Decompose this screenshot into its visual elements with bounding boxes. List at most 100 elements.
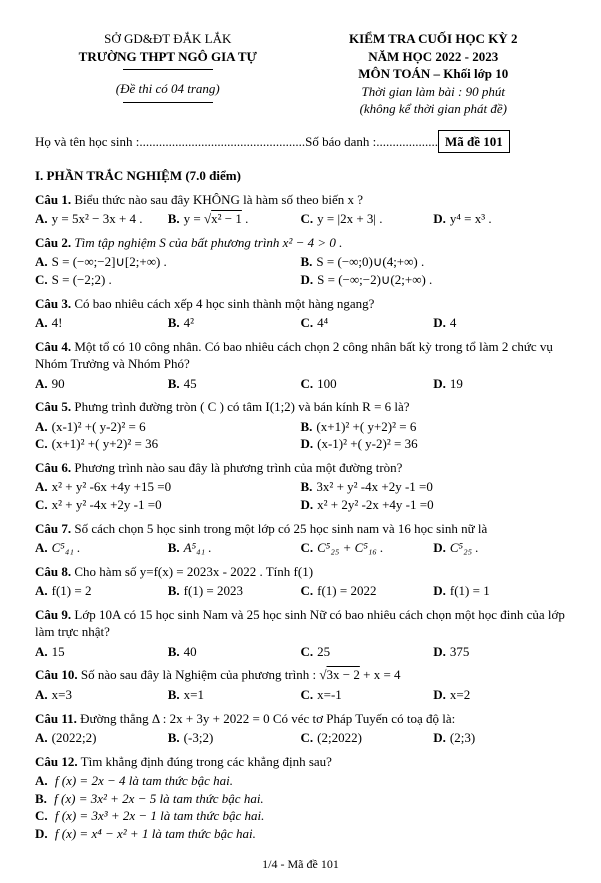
- q3-label: Câu 3.: [35, 296, 71, 311]
- q5-text: Phưng trình đường tròn ( C ) có tâm I(1;…: [74, 399, 409, 414]
- q12-D: f (x) = x⁴ − x² + 1 là tam thức bậc hai.: [55, 826, 256, 841]
- q4-label: Câu 4.: [35, 339, 71, 354]
- q7-B: A⁵₄₁ .: [184, 539, 212, 557]
- q2-B: S = (−∞;0)∪(4;+∞) .: [316, 253, 424, 271]
- q2-label: Câu 2.: [35, 235, 71, 250]
- section-title: I. PHẦN TRẮC NGHIỆM (7.0 điểm): [35, 167, 566, 185]
- q5-C: (x+1)² +( y+2)² = 36: [52, 435, 158, 453]
- q2-text: Tìm tập nghiệm S của bất phương trình x²…: [74, 235, 342, 250]
- question-4: Câu 4. Một tổ có 10 công nhân. Có bao nh…: [35, 338, 566, 393]
- q6-label: Câu 6.: [35, 460, 71, 475]
- q11-B: (-3;2): [184, 729, 214, 747]
- q12-C: f (x) = 3x³ + 2x − 1 là tam thức bậc hai…: [55, 808, 265, 823]
- q12-A: f (x) = 2x − 4 là tam thức bậc hai.: [55, 773, 233, 788]
- q1-label: Câu 1.: [35, 192, 71, 207]
- q11-D: (2;3): [450, 729, 475, 747]
- q10-text: Số nào sau đây là Nghiệm của phương trìn…: [81, 667, 401, 682]
- q5-label: Câu 5.: [35, 399, 71, 414]
- q4-C: 100: [317, 375, 337, 393]
- exam-subject: MÔN TOÁN – Khối lớp 10: [301, 65, 567, 83]
- q9-A: 15: [52, 643, 65, 661]
- q3-D: 4: [450, 314, 457, 332]
- q5-B: (x+1)² +( y+2)² = 6: [316, 418, 416, 436]
- question-5: Câu 5. Phưng trình đường tròn ( C ) có t…: [35, 398, 566, 453]
- q11-A: (2022;2): [52, 729, 97, 747]
- q5-A: (x-1)² +( y-2)² = 6: [52, 418, 146, 436]
- student-line: Họ và tên học sinh : ...................…: [35, 130, 566, 154]
- header-left: SỞ GD&ĐT ĐẮK LẮK TRƯỜNG THPT NGÔ GIA TỰ …: [35, 30, 301, 118]
- question-1: Câu 1. Biểu thức nào sau đây KHÔNG là hà…: [35, 191, 566, 228]
- page-footer: 1/4 - Mã đề 101: [35, 856, 566, 872]
- q3-text: Có bao nhiêu cách xếp 4 học sinh thành m…: [74, 296, 374, 311]
- q2-C: S = (−2;2) .: [52, 271, 112, 289]
- q4-B: 45: [184, 375, 197, 393]
- q12-label: Câu 12.: [35, 754, 78, 769]
- q8-B: f(1) = 2023: [184, 582, 243, 600]
- page-header: SỞ GD&ĐT ĐẮK LẮK TRƯỜNG THPT NGÔ GIA TỰ …: [35, 30, 566, 118]
- q6-D: x² + 2y² -2x +4y -1 =0: [317, 496, 433, 514]
- q12-B: f (x) = 3x² + 2x − 5 là tam thức bậc hai…: [54, 791, 264, 806]
- q9-label: Câu 9.: [35, 607, 71, 622]
- q4-D: 19: [450, 375, 463, 393]
- q5-D: (x-1)² +( y-2)² = 36: [317, 435, 417, 453]
- department: SỞ GD&ĐT ĐẮK LẮK: [35, 30, 301, 48]
- q1-C: y = |2x + 3| .: [317, 210, 382, 228]
- q9-B: 40: [184, 643, 197, 661]
- q3-B: 4²: [184, 314, 194, 332]
- student-label: Họ và tên học sinh :: [35, 133, 139, 151]
- id-label: Số báo danh :: [305, 133, 376, 151]
- q10-C: x=-1: [317, 686, 342, 704]
- q12-text: Tìm khẳng định đúng trong các khẳng định…: [81, 754, 332, 769]
- question-3: Câu 3. Có bao nhiêu cách xếp 4 học sinh …: [35, 295, 566, 332]
- school: TRƯỜNG THPT NGÔ GIA TỰ: [35, 48, 301, 66]
- question-9: Câu 9. Lớp 10A có 15 học sinh Nam và 25 …: [35, 606, 566, 661]
- question-12: Câu 12. Tìm khẳng định đúng trong các kh…: [35, 753, 566, 843]
- question-8: Câu 8. Cho hàm số y=f(x) = 2023x - 2022 …: [35, 563, 566, 600]
- q6-text: Phương trình nào sau đây là phương trình…: [74, 460, 402, 475]
- q7-text: Số cách chọn 5 học sinh trong một lớp có…: [74, 521, 487, 536]
- q3-C: 4⁴: [317, 314, 328, 332]
- rule-2: [123, 102, 213, 103]
- q11-C: (2;2022): [317, 729, 362, 747]
- question-6: Câu 6. Phương trình nào sau đây là phươn…: [35, 459, 566, 514]
- q6-C: x² + y² -4x +2y -1 =0: [52, 496, 162, 514]
- q1-A: y = 5x² − 3x + 4 .: [52, 210, 143, 228]
- q7-label: Câu 7.: [35, 521, 71, 536]
- exam-code: Mã đề 101: [438, 130, 510, 154]
- q1-B: y = √x² − 1 .: [184, 210, 249, 228]
- rule-1: [123, 69, 213, 70]
- pages-note: (Đề thi có 04 trang): [35, 80, 301, 98]
- q8-A: f(1) = 2: [52, 582, 92, 600]
- q10-A: x=3: [52, 686, 72, 704]
- q10-D: x=2: [450, 686, 470, 704]
- q3-A: 4!: [52, 314, 63, 332]
- duration: Thời gian làm bài : 90 phút: [301, 83, 567, 101]
- q8-D: f(1) = 1: [450, 582, 490, 600]
- q10-B: x=1: [184, 686, 204, 704]
- q6-A: x² + y² -6x +4y +15 =0: [52, 478, 171, 496]
- question-7: Câu 7. Số cách chọn 5 học sinh trong một…: [35, 520, 566, 557]
- student-dots: ........................................…: [139, 133, 305, 151]
- q8-text: Cho hàm số y=f(x) = 2023x - 2022 . Tính …: [74, 564, 313, 579]
- exam-year: NĂM HỌC 2022 - 2023: [301, 48, 567, 66]
- q8-label: Câu 8.: [35, 564, 71, 579]
- q4-text: Một tổ có 10 công nhân. Có bao nhiêu các…: [35, 339, 553, 372]
- q2-A: S = (−∞;−2]∪[2;+∞) .: [52, 253, 167, 271]
- q7-A: C⁵₄₁ .: [52, 539, 81, 557]
- q11-text: Đường thẳng Δ : 2x + 3y + 2022 = 0 Có vé…: [80, 711, 455, 726]
- q9-D: 375: [450, 643, 470, 661]
- q8-C: f(1) = 2022: [317, 582, 376, 600]
- q7-D: C⁵₂₅ .: [450, 539, 479, 557]
- id-dots: ...................: [376, 133, 438, 151]
- header-right: KIỂM TRA CUỐI HỌC KỲ 2 NĂM HỌC 2022 - 20…: [301, 30, 567, 118]
- q9-C: 25: [317, 643, 330, 661]
- question-11: Câu 11. Đường thẳng Δ : 2x + 3y + 2022 =…: [35, 710, 566, 747]
- q11-label: Câu 11.: [35, 711, 77, 726]
- exam-title: KIỂM TRA CUỐI HỌC KỲ 2: [301, 30, 567, 48]
- q2-D: S = (−∞;−2)∪(2;+∞) .: [317, 271, 432, 289]
- q1-text: Biểu thức nào sau đây KHÔNG là hàm số th…: [74, 192, 363, 207]
- note2: (không kể thời gian phát đề): [301, 100, 567, 118]
- q4-A: 90: [52, 375, 65, 393]
- q7-C: C⁵₂₅ + C⁵₁₆ .: [317, 539, 383, 557]
- question-2: Câu 2. Tìm tập nghiệm S của bất phương t…: [35, 234, 566, 289]
